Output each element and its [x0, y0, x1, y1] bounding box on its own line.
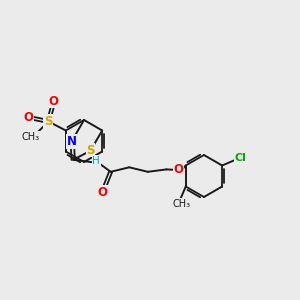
- Text: O: O: [173, 163, 183, 176]
- Text: S: S: [86, 144, 95, 157]
- Text: CH₃: CH₃: [172, 199, 190, 209]
- Text: S: S: [44, 115, 53, 128]
- Text: O: O: [48, 94, 58, 108]
- Text: Cl: Cl: [235, 153, 247, 163]
- Text: H: H: [92, 156, 100, 166]
- Text: CH₃: CH₃: [22, 131, 40, 142]
- Text: N: N: [67, 135, 77, 148]
- Text: O: O: [98, 186, 108, 199]
- Text: O: O: [24, 111, 34, 124]
